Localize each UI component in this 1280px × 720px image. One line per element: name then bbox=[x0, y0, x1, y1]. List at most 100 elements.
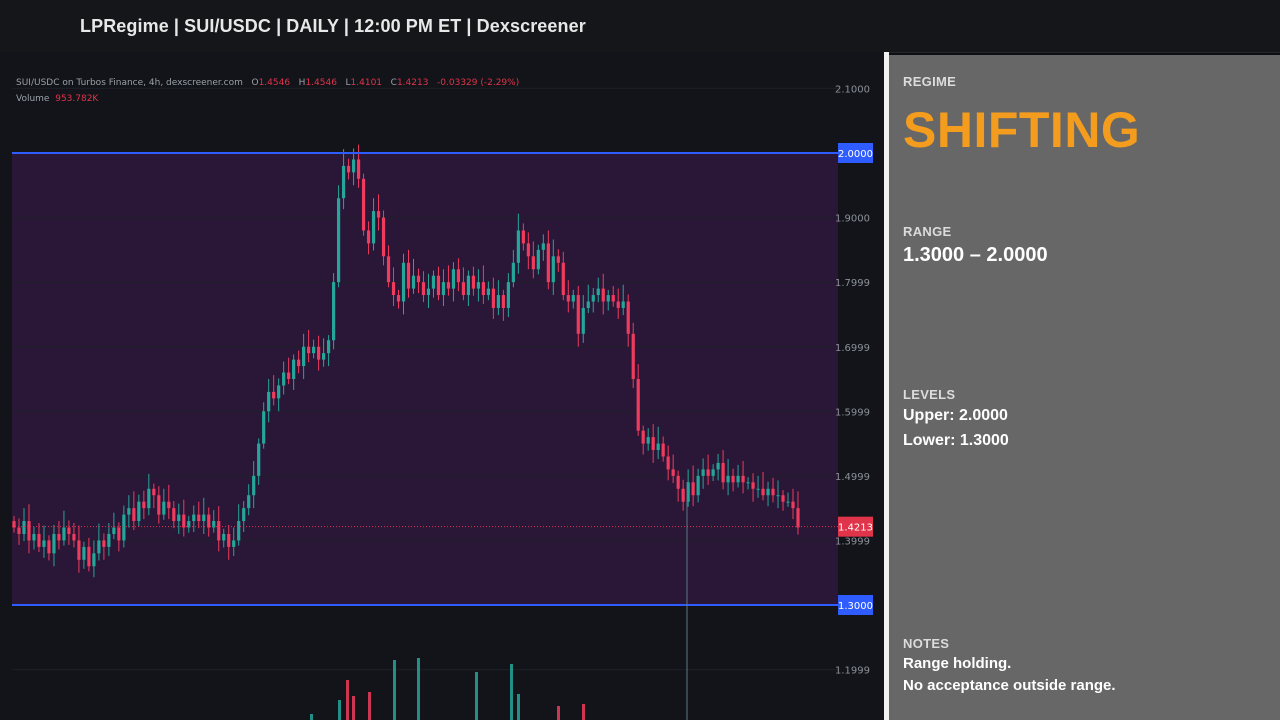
candle-body[interactable] bbox=[192, 514, 196, 522]
candle-body[interactable] bbox=[262, 411, 266, 444]
candle-body[interactable] bbox=[731, 475, 735, 483]
candle-body[interactable] bbox=[27, 521, 31, 541]
candle-body[interactable] bbox=[152, 488, 156, 496]
candle-body[interactable] bbox=[42, 540, 46, 547]
candle-body[interactable] bbox=[476, 282, 481, 289]
candle-body[interactable] bbox=[596, 288, 600, 296]
candle-body[interactable] bbox=[541, 243, 545, 250]
candle-body[interactable] bbox=[511, 262, 515, 283]
candle-body[interactable] bbox=[341, 165, 346, 199]
candle-body[interactable] bbox=[247, 495, 251, 509]
candle-body[interactable] bbox=[312, 346, 316, 354]
candle-body[interactable] bbox=[57, 533, 61, 541]
candle-body[interactable] bbox=[112, 527, 116, 534]
candle-body[interactable] bbox=[741, 475, 745, 483]
candle-body[interactable] bbox=[651, 437, 655, 451]
candle-body[interactable] bbox=[217, 521, 221, 541]
candle-body[interactable] bbox=[307, 346, 311, 354]
candle-body[interactable] bbox=[222, 533, 226, 541]
candle-body[interactable] bbox=[187, 521, 191, 528]
candle-body[interactable] bbox=[656, 443, 660, 451]
candle-body[interactable] bbox=[267, 391, 271, 412]
candle-body[interactable] bbox=[771, 488, 775, 496]
candle-body[interactable] bbox=[606, 295, 610, 302]
candle-body[interactable] bbox=[172, 508, 176, 522]
candle-body[interactable] bbox=[32, 533, 36, 541]
candle-body[interactable] bbox=[526, 243, 530, 257]
candle-body[interactable] bbox=[396, 295, 401, 302]
candle-body[interactable] bbox=[776, 495, 780, 497]
candle-body[interactable] bbox=[761, 488, 765, 496]
candle-body[interactable] bbox=[52, 533, 56, 554]
candle-body[interactable] bbox=[257, 443, 261, 476]
candle-body[interactable] bbox=[386, 256, 391, 283]
candle-body[interactable] bbox=[92, 553, 96, 567]
candle-body[interactable] bbox=[446, 282, 451, 289]
candle-body[interactable] bbox=[516, 230, 520, 263]
candle-body[interactable] bbox=[356, 159, 361, 179]
candle-body[interactable] bbox=[611, 295, 615, 302]
candle-body[interactable] bbox=[127, 508, 131, 515]
candle-body[interactable] bbox=[406, 262, 411, 289]
candle-body[interactable] bbox=[721, 462, 725, 483]
candle-body[interactable] bbox=[381, 217, 386, 257]
candle-body[interactable] bbox=[786, 501, 790, 503]
candle-body[interactable] bbox=[416, 275, 421, 283]
candle-body[interactable] bbox=[62, 527, 66, 541]
candle-body[interactable] bbox=[536, 249, 540, 270]
candle-body[interactable] bbox=[441, 282, 446, 296]
candle-body[interactable] bbox=[466, 275, 471, 296]
candle-body[interactable] bbox=[282, 372, 286, 386]
candle-body[interactable] bbox=[686, 482, 690, 502]
candle-body[interactable] bbox=[581, 307, 585, 334]
chart-canvas[interactable]: 2.1000 1.9000 1.7999 1.6999 1.5999 1.4999 1.39… bbox=[0, 52, 884, 720]
candle-body[interactable] bbox=[22, 521, 26, 534]
candle-body[interactable] bbox=[586, 301, 590, 308]
candle-body[interactable] bbox=[177, 514, 181, 522]
candle-body[interactable] bbox=[346, 165, 351, 173]
candle-body[interactable] bbox=[322, 353, 326, 360]
candle-body[interactable] bbox=[626, 301, 630, 334]
candle-body[interactable] bbox=[561, 262, 565, 296]
candle-body[interactable] bbox=[142, 501, 146, 509]
candle-body[interactable] bbox=[401, 262, 406, 302]
candle-body[interactable] bbox=[87, 546, 91, 567]
candle-body[interactable] bbox=[67, 527, 71, 534]
candle-body[interactable] bbox=[456, 269, 461, 283]
candle-body[interactable] bbox=[676, 475, 680, 489]
candle-body[interactable] bbox=[302, 346, 306, 367]
candle-body[interactable] bbox=[182, 514, 186, 528]
candle-body[interactable] bbox=[671, 469, 675, 476]
candle-body[interactable] bbox=[421, 282, 426, 296]
candle-body[interactable] bbox=[666, 456, 670, 470]
candle-body[interactable] bbox=[272, 391, 276, 399]
candle-body[interactable] bbox=[237, 521, 241, 541]
candle-body[interactable] bbox=[521, 230, 525, 244]
candle-body[interactable] bbox=[117, 527, 121, 541]
candle-body[interactable] bbox=[227, 533, 231, 547]
candle-body[interactable] bbox=[207, 514, 211, 528]
candle-body[interactable] bbox=[681, 488, 685, 502]
candle-body[interactable] bbox=[326, 340, 331, 354]
candle-body[interactable] bbox=[212, 521, 216, 528]
candle-body[interactable] bbox=[202, 514, 206, 522]
candle-body[interactable] bbox=[167, 501, 171, 509]
candle-body[interactable] bbox=[471, 275, 476, 289]
candle-body[interactable] bbox=[277, 385, 281, 399]
candle-body[interactable] bbox=[746, 482, 750, 484]
candle-body[interactable] bbox=[551, 256, 555, 283]
candle-body[interactable] bbox=[726, 475, 730, 483]
candle-body[interactable] bbox=[317, 346, 321, 360]
candle-body[interactable] bbox=[496, 295, 500, 308]
candle-body[interactable] bbox=[376, 211, 381, 218]
candle-body[interactable] bbox=[331, 282, 336, 341]
candle-body[interactable] bbox=[17, 527, 21, 534]
candle-body[interactable] bbox=[661, 443, 665, 457]
candle-body[interactable] bbox=[351, 159, 356, 173]
candle-body[interactable] bbox=[556, 256, 560, 263]
candle-body[interactable] bbox=[481, 282, 486, 296]
price-chart[interactable]: 2.1000 1.9000 1.7999 1.6999 1.5999 1.4999 1.39… bbox=[0, 52, 884, 720]
candle-body[interactable] bbox=[601, 288, 605, 302]
candle-body[interactable] bbox=[242, 508, 246, 522]
candle-body[interactable] bbox=[546, 243, 550, 283]
